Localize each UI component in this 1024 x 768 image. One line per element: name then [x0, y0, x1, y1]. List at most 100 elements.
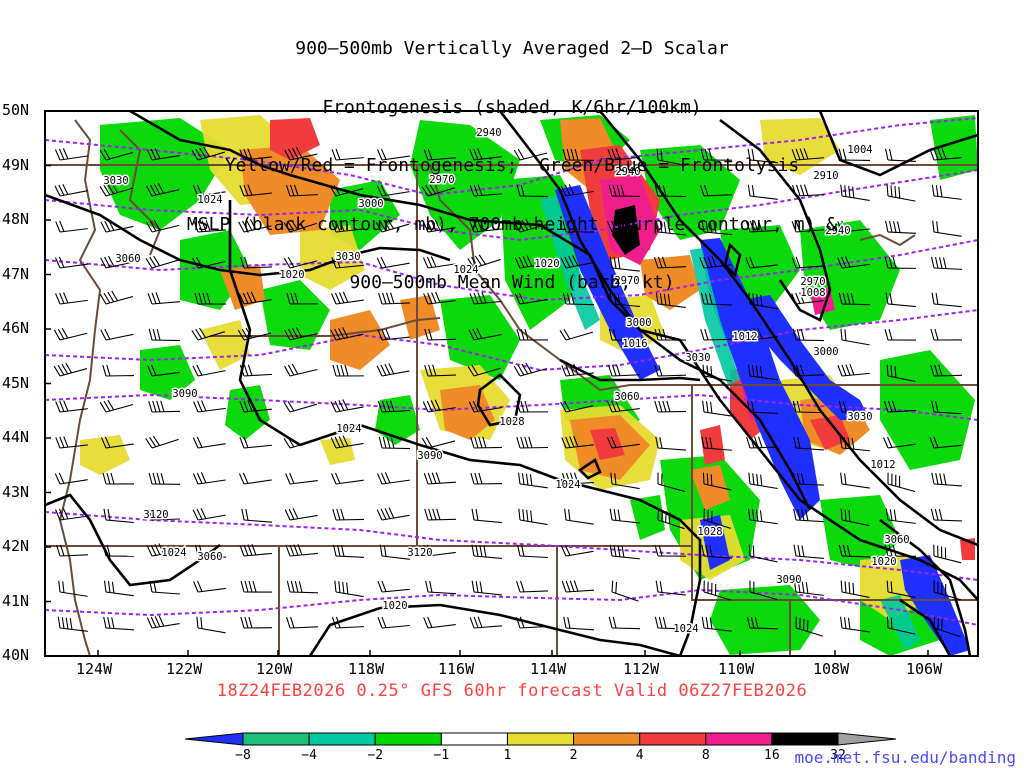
wind-barb — [283, 256, 318, 269]
wind-barb — [560, 544, 594, 557]
wind-barb — [560, 184, 594, 197]
wind-barb — [194, 292, 227, 305]
wind-barb — [330, 399, 364, 413]
lat-label: 49N — [2, 155, 30, 174]
mslp-label: 1028 — [499, 416, 524, 428]
wind-barb — [424, 508, 457, 521]
wind-barb — [884, 544, 917, 557]
wind-barb — [332, 508, 365, 521]
wind-barb — [561, 435, 594, 449]
wind-barb — [285, 544, 318, 557]
wind-barb — [518, 508, 548, 526]
wind-barb — [148, 328, 181, 342]
wind-barb — [192, 436, 226, 449]
wind-barb — [748, 544, 778, 563]
wind-barb — [931, 184, 962, 200]
wind-barb — [748, 472, 778, 490]
wind-barb — [194, 544, 226, 558]
wind-barb — [331, 220, 364, 233]
wind-barb — [332, 364, 365, 377]
wind-barb — [100, 436, 134, 449]
lat-label: 44N — [2, 428, 30, 446]
wind-barb — [702, 472, 732, 491]
wind-barb — [422, 256, 456, 269]
wind-barb — [700, 148, 733, 161]
wind-barb — [931, 292, 962, 308]
wind-barb — [283, 400, 318, 413]
wind-barb — [746, 436, 779, 449]
wind-barb — [791, 184, 824, 197]
wind-barb — [516, 328, 549, 341]
wind-barb — [883, 436, 916, 449]
wind-barb — [192, 508, 226, 521]
title-line-1: 900–500mb Vertically Averaged 2–D Scalar — [295, 38, 729, 59]
wind-barb — [562, 148, 595, 161]
wind-barb — [423, 544, 456, 557]
wind-barb — [610, 472, 640, 490]
lon-label: 110W — [718, 660, 755, 678]
lat-label: 42N — [2, 537, 30, 555]
wind-barb — [657, 472, 686, 493]
wind-barb — [56, 544, 88, 557]
wind-barb — [240, 580, 273, 593]
wind-barb — [654, 544, 687, 557]
wind-barb — [517, 544, 548, 559]
wind-barb — [376, 256, 410, 269]
wind-barb — [931, 472, 962, 487]
wind-barb — [885, 292, 916, 308]
wind-barb — [471, 580, 502, 596]
wind-barb — [55, 436, 88, 449]
forecast-valid-time: 18Z24FEB2026 0.25° GFS 60hr forecast Val… — [216, 681, 808, 701]
wind-barb — [840, 508, 870, 527]
colorbar-segment — [440, 732, 508, 746]
wind-barb — [54, 472, 88, 485]
wind-barb — [884, 256, 917, 269]
wind-barb — [745, 256, 778, 269]
colorbar-label: −1 — [434, 748, 450, 763]
wind-barb — [470, 472, 503, 485]
wind-barb — [930, 328, 963, 341]
wind-barb — [564, 508, 594, 525]
wind-barb — [423, 616, 456, 629]
title-line-3: Yellow/Red = Frontogenesis; Green/Blue =… — [224, 155, 800, 176]
wind-barb — [422, 219, 456, 233]
lon-label: 114W — [530, 660, 567, 678]
lon-label: 120W — [256, 660, 293, 678]
wind-barb — [239, 148, 272, 161]
mslp-label: 1012 — [732, 331, 757, 343]
wind-barb — [103, 580, 134, 597]
wind-barb — [99, 182, 134, 197]
wind-barb — [149, 580, 180, 595]
wind-barb — [607, 148, 640, 161]
wind-barbs — [53, 146, 963, 638]
wind-barb — [100, 328, 134, 341]
wind-barb — [238, 291, 272, 305]
wind-barb — [55, 400, 88, 413]
wind-barb — [654, 400, 687, 413]
wind-barb — [839, 436, 870, 452]
wind-barb — [884, 328, 917, 341]
colorbar-label: 2 — [570, 748, 578, 763]
mslp-label: 1012 — [870, 459, 895, 471]
height-label: 3000 — [626, 317, 651, 329]
wind-barb — [99, 290, 134, 305]
wind-barb — [331, 616, 364, 629]
wind-barb — [283, 436, 318, 449]
height-label: 3090 — [417, 450, 442, 462]
wind-barb — [838, 148, 871, 161]
wind-barb — [57, 616, 88, 632]
mslp-label: 1008 — [800, 287, 825, 299]
wind-barb — [791, 256, 824, 269]
wind-barb — [192, 256, 226, 269]
wind-barb — [608, 616, 641, 630]
lat-label: 46N — [2, 319, 30, 337]
wind-barb — [840, 184, 870, 202]
wind-barb — [330, 435, 364, 449]
colorbar-segment — [639, 732, 707, 746]
wind-barb — [378, 436, 411, 450]
wind-barb — [701, 220, 732, 236]
wind-barb — [376, 472, 410, 485]
wind-barb — [560, 400, 594, 413]
wind-barb — [792, 328, 825, 342]
wind-barb — [423, 291, 456, 305]
